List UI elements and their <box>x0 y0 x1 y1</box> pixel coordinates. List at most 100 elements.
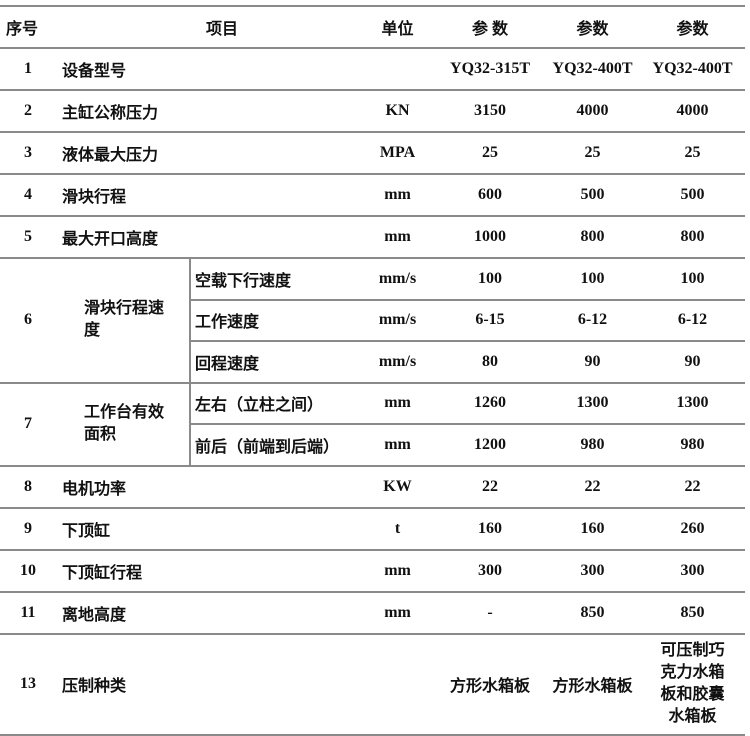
row-seq: 5 <box>0 215 56 259</box>
table-row: 1 设备型号 YQ32-315T YQ32-400T YQ32-400T <box>0 47 746 91</box>
row-param-1: 600 <box>435 173 546 217</box>
header-param-2: 参数 <box>545 5 641 49</box>
row-item: 主缸公称压力 <box>56 89 361 133</box>
row-seq: 8 <box>0 464 56 509</box>
row-item: 滑块行程 <box>56 173 361 217</box>
row-unit: t <box>360 506 436 551</box>
row-item: 工作台有效面积 <box>56 381 191 467</box>
row-unit: mm/s <box>360 298 436 342</box>
table-row: 2 主缸公称压力 KN 3150 4000 4000 <box>0 89 746 133</box>
header-item: 项目 <box>56 5 361 49</box>
row-param-3: 800 <box>640 215 746 259</box>
row-param-2: 800 <box>545 215 641 259</box>
row-param-3: 25 <box>640 131 746 175</box>
row-param-2: 850 <box>545 590 641 635</box>
row-param-1: 方形水箱板 <box>435 632 546 736</box>
row-item: 设备型号 <box>56 47 361 91</box>
row-unit: KW <box>360 464 436 509</box>
row-param-3: 500 <box>640 173 746 217</box>
table-row: 11 离地高度 mm -850 850 <box>0 590 746 635</box>
table-row: 工作速度 mm/s 6-15 6-12 6-12 <box>0 298 746 342</box>
row-unit: mm/s <box>360 257 436 301</box>
table-row: 4 滑块行程 mm 600 500 500 <box>0 173 746 217</box>
table-row: 8 电机功率 KW 22 22 22 <box>0 464 746 509</box>
row-param-3: 6-12 <box>640 298 746 342</box>
row-param-2: YQ32-400T <box>545 47 641 91</box>
row-param-1: 25 <box>435 131 546 175</box>
row-unit: mm <box>360 423 436 467</box>
table-row: 6 滑块行程速度 空载下行速度 mm/s 100 100 100 <box>0 257 746 384</box>
row-param-2: 160 <box>545 506 641 551</box>
row-param-2: 方形水箱板 <box>545 632 641 736</box>
row-seq: 2 <box>0 89 56 133</box>
row-param-2: 22 <box>545 464 641 509</box>
row-param-2: 25 <box>545 131 641 175</box>
row-param-3: 90 <box>640 340 746 384</box>
row-seq: 11 <box>0 590 56 635</box>
row-unit <box>360 47 436 91</box>
row-unit: mm/s <box>360 340 436 384</box>
spec-table: 序号 项目 单位 参 数 参数 参数 1 设备型号 YQ32-315T YQ32-40… <box>0 5 746 736</box>
row-unit <box>360 632 436 736</box>
row-param-1: 160 <box>435 506 546 551</box>
header-seq: 序号 <box>0 5 56 49</box>
row-unit: mm <box>360 381 436 425</box>
row-subitem: 工作速度 <box>190 298 361 342</box>
row-param-2: 500 <box>545 173 641 217</box>
table-row: 7 工作台有效面积 左右（立柱之间） mm 1260 1300 1300 <box>0 381 746 467</box>
row-param-2: 980 <box>545 423 641 467</box>
table-row: 9 下顶缸 t 160 160 260 <box>0 506 746 551</box>
row-item: 下顶缸行程 <box>56 548 361 593</box>
row-param-1: 22 <box>435 464 546 509</box>
row-param-3: 980 <box>640 423 746 467</box>
row-subitem: 回程速度 <box>190 340 361 384</box>
row-subitem: 左右（立柱之间） <box>190 381 361 425</box>
table-row: 10 下顶缸行程 mm 300 300 300 <box>0 548 746 593</box>
row-item: 最大开口高度 <box>56 215 361 259</box>
row-item: 下顶缸 <box>56 506 361 551</box>
row-unit: mm <box>360 548 436 593</box>
row-seq: 7 <box>0 381 56 467</box>
row-seq: 1 <box>0 47 56 91</box>
table-row: 3 液体最大压力 MPA 25 25 25 <box>0 131 746 175</box>
row-param-3: 850 <box>640 590 746 635</box>
row-param-3: 300 <box>640 548 746 593</box>
row-param-1: 80 <box>435 340 546 384</box>
row-param-2: 90 <box>545 340 641 384</box>
row-param-1: 3150 <box>435 89 546 133</box>
table-row: 5 最大开口高度 mm 1000 800 800 <box>0 215 746 259</box>
row-param-2: 4000 <box>545 89 641 133</box>
row-unit: mm <box>360 590 436 635</box>
row-param-2: 300 <box>545 548 641 593</box>
row-param-3: 100 <box>640 257 746 301</box>
row-item: 滑块行程速度 <box>56 257 191 384</box>
row-unit: mm <box>360 215 436 259</box>
row-param-2: 1300 <box>545 381 641 425</box>
row-seq: 6 <box>0 257 56 384</box>
row-seq: 3 <box>0 131 56 175</box>
header-row: 序号 项目 单位 参 数 参数 参数 <box>0 5 746 49</box>
row-seq: 10 <box>0 548 56 593</box>
row-param-3: YQ32-400T <box>640 47 746 91</box>
row-param-3: 22 <box>640 464 746 509</box>
row-param-1: 6-15 <box>435 298 546 342</box>
row-param-3: 4000 <box>640 89 746 133</box>
row-param-3: 可压制巧克力水箱板和胶囊水箱板 <box>640 632 746 736</box>
row-unit: mm <box>360 173 436 217</box>
table-row: 13 压制种类 方形水箱板 方形水箱板 可压制巧克力水箱板和胶囊水箱板 <box>0 632 746 736</box>
row-subitem: 前后（前端到后端） <box>190 423 361 467</box>
header-param-1: 参 数 <box>435 5 546 49</box>
header-param-3: 参数 <box>640 5 746 49</box>
row-unit: MPA <box>360 131 436 175</box>
row-param-1: 100 <box>435 257 546 301</box>
row-param-1: - <box>435 590 546 635</box>
table-row: 回程速度 mm/s 80 90 90 <box>0 340 746 384</box>
row-param-3: 260 <box>640 506 746 551</box>
row-item: 液体最大压力 <box>56 131 361 175</box>
header-unit: 单位 <box>360 5 436 49</box>
row-item: 压制种类 <box>56 632 361 736</box>
row-param-1: 1000 <box>435 215 546 259</box>
row-param-3: 1300 <box>640 381 746 425</box>
table-row: 前后（前端到后端） mm 1200 980 980 <box>0 423 746 467</box>
row-param-2: 6-12 <box>545 298 641 342</box>
